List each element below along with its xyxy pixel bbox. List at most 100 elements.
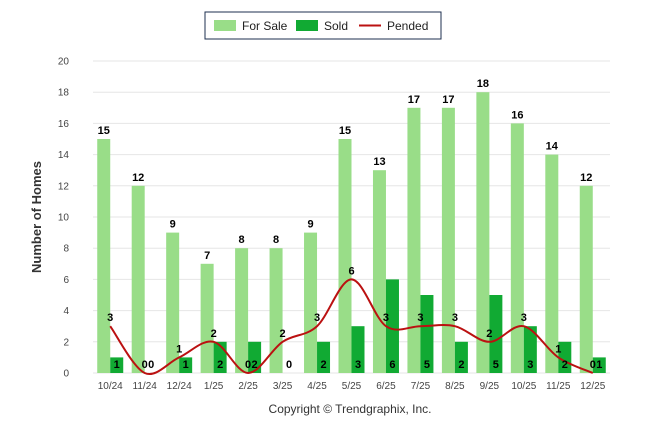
data-label-sold: 5 [424,359,430,371]
y-axis-label: Number of Homes [29,161,44,273]
bar-for-sale [235,248,249,373]
bar-for-sale [166,232,180,373]
data-label-pended: 3 [521,312,527,324]
bar-sold [179,357,193,373]
y-tick-label: 6 [63,275,69,286]
data-label-pended: 3 [314,312,320,324]
data-label-sold: 2 [562,359,568,371]
bar-for-sale [476,92,490,373]
y-tick-label: 14 [58,150,70,161]
x-tick-label: 8/25 [445,381,465,392]
bar-for-sale [510,123,524,374]
y-tick-label: 18 [58,88,70,99]
x-tick-label: 7/25 [411,381,431,392]
data-label-sold: 2 [458,359,464,371]
data-label-sold: 0 [148,359,154,371]
legend: For Sale Sold Pended [204,11,442,40]
legend-label-for-sale: For Sale [242,19,288,33]
data-label-pended: 3 [383,312,389,324]
bar-for-sale [579,185,593,373]
y-tick-label: 0 [63,369,69,380]
data-label-for-sale: 17 [408,94,420,106]
data-labels: 1513120091172282080292315361363175317231… [98,78,603,371]
bar-for-sale [372,170,386,373]
data-label-for-sale: 9 [307,219,313,231]
data-label-pended: 1 [176,343,182,355]
data-label-pended: 0 [590,359,596,371]
data-label-for-sale: 13 [373,156,385,168]
legend-label-sold: Sold [324,19,348,33]
data-label-sold: 3 [355,359,361,371]
data-label-pended: 2 [280,328,286,340]
bar-for-sale [304,232,318,373]
y-tick-label: 2 [63,337,69,348]
x-tick-label: 9/25 [480,381,500,392]
data-label-pended: 3 [107,312,113,324]
bar-for-sale [407,107,421,374]
bar-sold [248,341,262,373]
data-label-sold: 2 [320,359,326,371]
x-tick-label: 11/24 [133,381,158,392]
data-label-for-sale: 12 [132,172,144,184]
data-label-pended: 2 [486,328,492,340]
legend-label-pended: Pended [387,19,428,33]
x-tick-label: 10/24 [98,381,123,392]
legend-box [204,11,442,40]
data-label-sold: 1 [183,359,189,371]
bar-sold [385,279,399,373]
pended-line [109,278,594,376]
data-label-sold: 2 [217,359,223,371]
data-label-for-sale: 14 [546,141,559,153]
data-label-pended: 2 [211,328,217,340]
bar-for-sale [97,139,111,373]
data-label-sold: 5 [493,359,499,371]
y-tick-label: 10 [58,213,70,224]
data-label-pended: 6 [348,265,354,277]
bar-sold [110,357,124,373]
x-tick-label: 3/25 [273,381,293,392]
x-tick-label: 1/25 [204,381,224,392]
data-label-sold: 1 [596,359,602,371]
x-tick-label: 12/24 [167,381,192,392]
y-tick-label: 4 [63,306,69,317]
bar-for-sale [131,185,145,373]
data-label-sold: 0 [286,359,292,371]
data-label-sold: 6 [389,359,395,371]
legend-swatch-for-sale [214,20,236,31]
bar-for-sale [269,248,283,373]
copyright-text: Copyright © Trendgraphix, Inc. [269,402,432,416]
legend-swatch-sold [296,20,318,31]
bar-for-sale [338,139,352,373]
bar-for-sale [200,263,214,373]
data-label-for-sale: 7 [204,250,210,262]
x-tick-label: 5/25 [342,381,362,392]
data-label-pended: 0 [142,359,148,371]
y-axis-ticks: 0 2 4 6 8 10 12 14 16 18 20 [58,57,70,380]
bar-sold [523,326,537,373]
data-label-for-sale: 15 [98,125,110,137]
data-label-for-sale: 17 [442,94,454,106]
data-label-sold: 2 [252,359,258,371]
bar-sold [351,326,365,373]
data-label-for-sale: 16 [511,109,523,121]
x-tick-label: 2/25 [238,381,258,392]
data-label-for-sale: 12 [580,172,592,184]
bars [97,92,606,374]
bar-sold [592,357,606,373]
y-tick-label: 20 [58,57,70,68]
data-label-pended: 3 [452,312,458,324]
y-tick-label: 8 [63,244,69,255]
x-tick-label: 11/25 [546,381,571,392]
data-label-sold: 3 [527,359,533,371]
data-label-for-sale: 15 [339,125,351,137]
data-label-for-sale: 8 [239,234,245,246]
x-axis-ticks: 10/24 11/24 12/24 1/25 2/25 3/25 4/25 5/25 6/25 7… [98,381,606,392]
bar-for-sale [545,154,559,373]
data-label-pended: 0 [245,359,251,371]
bar-sold [454,341,468,373]
bar-sold [317,341,331,373]
bar-sold [489,295,503,373]
x-tick-label: 6/25 [376,381,396,392]
bar-sold [558,341,572,373]
